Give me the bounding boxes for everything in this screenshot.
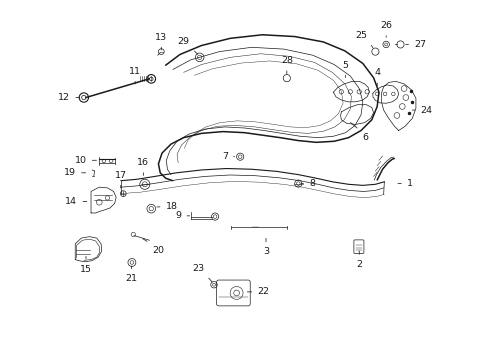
Text: 12: 12 [58,93,70,102]
Text: 19: 19 [64,168,76,177]
Text: 11: 11 [129,67,141,76]
Text: 26: 26 [379,21,391,30]
Text: 22: 22 [257,287,269,296]
Text: 24: 24 [420,105,432,114]
Text: 8: 8 [308,179,314,188]
Text: 13: 13 [155,32,167,41]
Text: 25: 25 [354,31,366,40]
Text: 17: 17 [115,171,126,180]
Text: 3: 3 [263,247,268,256]
Text: 7: 7 [222,152,227,161]
Text: 1: 1 [406,179,412,188]
Text: 28: 28 [280,56,292,65]
Text: 10: 10 [75,156,86,165]
Text: 5: 5 [342,60,348,69]
Text: 15: 15 [80,265,92,274]
Text: 29: 29 [177,37,189,46]
Text: 2: 2 [356,260,362,269]
Text: 23: 23 [191,264,203,273]
Text: 4: 4 [373,68,379,77]
Text: 21: 21 [125,274,137,283]
Text: 14: 14 [65,197,77,206]
Text: 18: 18 [165,202,177,211]
Text: 6: 6 [362,133,367,142]
Text: 9: 9 [175,211,181,220]
Text: 20: 20 [152,246,164,255]
Text: 16: 16 [137,158,149,167]
Text: 27: 27 [413,40,425,49]
